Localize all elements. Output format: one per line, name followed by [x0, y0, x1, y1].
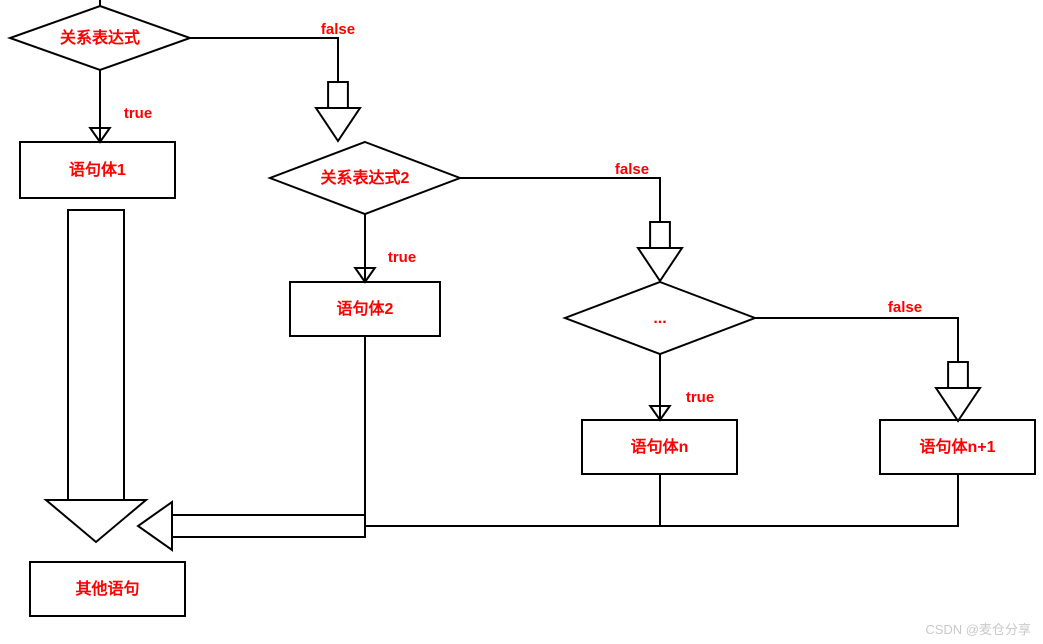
merge-arrow-shaft: [172, 515, 365, 537]
arrow-head: [936, 388, 980, 421]
decision-label-d2: 关系表达式2: [321, 168, 410, 187]
edge-line: [190, 38, 338, 82]
edge-line: [660, 474, 958, 526]
edge-label: true: [388, 249, 416, 266]
edge-label: false: [321, 21, 355, 38]
process-label-bo: 其他语句: [75, 579, 139, 598]
edge-line: [460, 178, 660, 222]
process-label-b1: 语句体1: [69, 160, 126, 179]
edge-label: false: [615, 161, 649, 178]
arrow-stem: [650, 222, 670, 248]
watermark-text: CSDN @麦仓分享: [925, 619, 1031, 638]
merge-arrow-head: [138, 502, 172, 550]
big-arrow-head: [46, 500, 146, 542]
process-label-bn: 语句体n: [631, 437, 689, 456]
edge-line: [365, 474, 660, 526]
flowchart-canvas: 关系表达式语句体1 关系表达式2 语句体2... 语句体n 语句体n+1 其他语句 true…: [0, 0, 1043, 644]
edge-label: false: [888, 299, 922, 316]
edge-line: [755, 318, 958, 362]
arrow-stem: [328, 82, 348, 108]
big-arrow-shaft: [68, 210, 124, 500]
process-label-bn1: 语句体n+1: [919, 437, 995, 456]
arrow-head: [638, 248, 682, 281]
edge-label: true: [124, 105, 152, 122]
decision-label-d3: ...: [653, 310, 666, 327]
decision-label-d1: 关系表达式: [60, 28, 140, 47]
edge-label: true: [686, 389, 714, 406]
process-label-b2: 语句体2: [337, 299, 394, 318]
arrow-stem: [948, 362, 968, 388]
arrow-head: [316, 108, 360, 141]
